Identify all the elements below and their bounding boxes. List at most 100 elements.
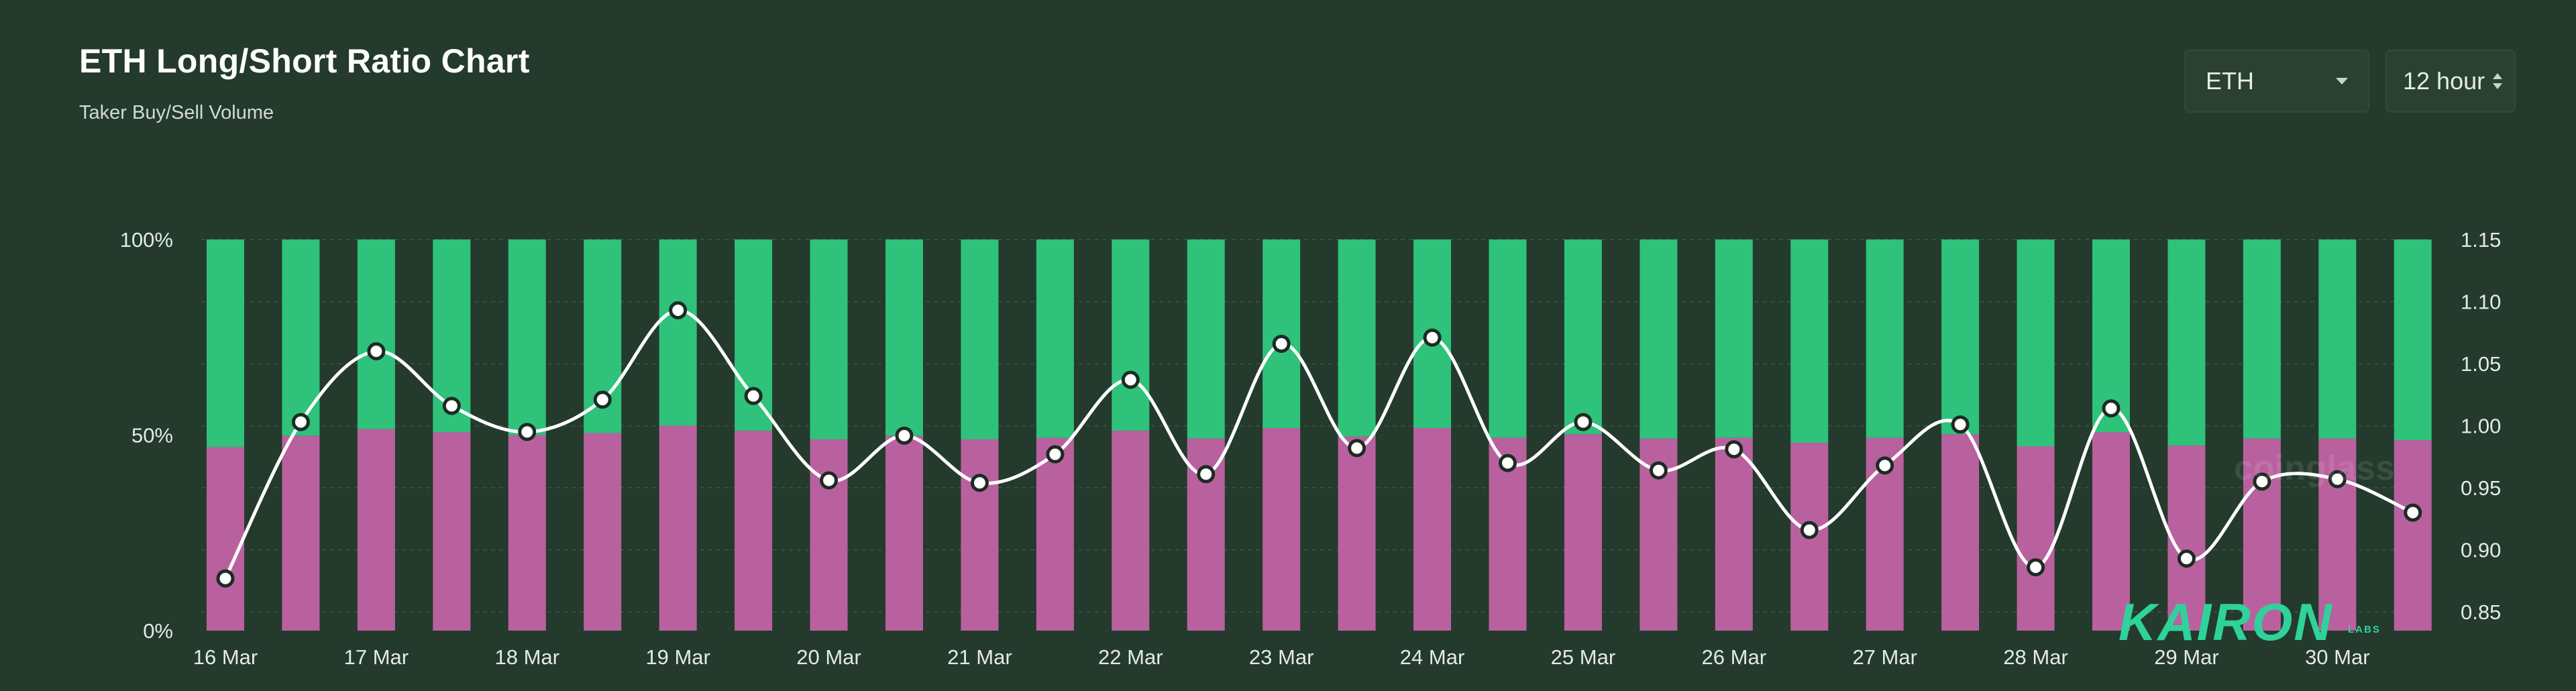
bar-long-1[interactable] [282,240,320,436]
ratio-point-10[interactable] [970,474,989,492]
ratio-point-14[interactable] [1272,334,1291,353]
ratio-point-20[interactable] [1725,440,1743,459]
ratio-point-1[interactable] [291,413,310,431]
bar-long-28[interactable] [2318,240,2357,439]
ratio-point-27[interactable] [2253,472,2271,491]
asset-select[interactable]: ETH [2184,50,2369,113]
ratio-point-28[interactable] [2328,470,2347,488]
x-axis: 16 Mar 17 Mar 18 Mar 19 Mar 20 Mar 21 Mar 22 M… [193,645,2370,669]
ratio-point-21[interactable] [1800,521,1819,539]
x-tick-label-28: 30 Mar [2305,645,2369,669]
bar-long-19[interactable] [1640,240,1678,439]
bar-short-25[interactable] [2092,432,2130,631]
bar-short-23[interactable] [1941,434,1980,631]
left-tick-label-1: 50% [131,424,173,447]
ratio-point-9[interactable] [895,426,914,445]
ratio-point-15[interactable] [1348,439,1366,458]
bar-short-27[interactable] [2243,438,2281,631]
right-tick-label-6: 1.15 [2461,228,2501,252]
bar-short-11[interactable] [1036,437,1074,631]
bar-short-8[interactable] [810,439,848,631]
right-tick-label-0: 0.85 [2461,600,2501,624]
bar-short-12[interactable] [1112,431,1150,631]
ratio-point-18[interactable] [1574,413,1593,431]
right-axis: 0.85 0.90 0.95 1.00 1.05 1.10 1.15 [2461,228,2501,624]
bar-short-5[interactable] [584,433,622,631]
bar-long-11[interactable] [1036,240,1074,438]
bar-short-14[interactable] [1263,428,1301,631]
bar-short-16[interactable] [1413,428,1452,631]
bar-long-22[interactable] [1866,240,1904,438]
bar-short-2[interactable] [357,429,395,631]
bar-long-15[interactable] [1338,240,1376,437]
bar-long-27[interactable] [2243,240,2281,439]
bar-long-29[interactable] [2394,240,2432,441]
x-tick-label-14: 23 Mar [1249,645,1313,669]
ratio-point-12[interactable] [1121,370,1140,389]
bar-long-10[interactable] [961,240,999,439]
x-tick-label-12: 22 Mar [1098,645,1163,669]
ratio-point-23[interactable] [1951,415,1970,434]
ratio-point-5[interactable] [593,390,612,409]
ratio-point-0[interactable] [216,569,235,588]
bar-long-2[interactable] [357,240,395,429]
left-tick-label-0: 0% [143,619,173,643]
ratio-point-29[interactable] [2404,503,2422,522]
ratio-point-13[interactable] [1197,465,1216,484]
bar-long-4[interactable] [508,240,546,435]
bar-long-21[interactable] [1790,240,1829,443]
bar-long-24[interactable] [2017,240,2055,447]
bar-long-0[interactable] [207,240,244,447]
ratio-point-6[interactable] [669,301,688,319]
bar-short-7[interactable] [735,431,773,631]
bar-long-20[interactable] [1715,240,1753,438]
ratio-point-16[interactable] [1423,328,1442,347]
kairon-logo-sub: LABS [2348,624,2381,635]
bar-long-18[interactable] [1564,240,1602,435]
ratio-point-11[interactable] [1046,445,1065,464]
ratio-point-19[interactable] [1649,461,1668,480]
bar-long-6[interactable] [659,240,697,426]
bar-short-26[interactable] [2167,445,2206,631]
x-tick-label-20: 26 Mar [1702,645,1766,669]
bar-long-13[interactable] [1187,240,1225,439]
x-tick-label-22: 27 Mar [1852,645,1917,669]
bar-long-8[interactable] [810,240,848,439]
bar-series [207,240,2432,631]
bar-short-24[interactable] [2017,446,2055,631]
ratio-point-22[interactable] [1876,456,1894,475]
bar-short-3[interactable] [433,432,471,631]
period-select[interactable]: 12 hour [2385,50,2516,113]
ratio-point-2[interactable] [367,342,386,361]
bar-short-0[interactable] [207,447,244,631]
bar-short-1[interactable] [282,435,320,631]
bar-short-4[interactable] [508,435,546,631]
bar-long-26[interactable] [2167,240,2206,446]
ratio-point-26[interactable] [2177,549,2196,568]
x-tick-label-18: 25 Mar [1551,645,1615,669]
ratio-point-24[interactable] [2027,558,2045,577]
bar-short-6[interactable] [659,425,697,631]
bar-short-20[interactable] [1715,437,1753,631]
bar-short-10[interactable] [961,439,999,631]
ratio-point-7[interactable] [744,386,763,405]
ratio-point-25[interactable] [2102,399,2121,418]
bar-long-14[interactable] [1263,240,1301,429]
bar-short-9[interactable] [885,435,923,631]
bar-long-12[interactable] [1112,240,1150,431]
ratio-point-8[interactable] [820,471,839,490]
ratio-point-4[interactable] [518,423,537,441]
bar-long-23[interactable] [1941,240,1980,435]
bar-short-18[interactable] [1564,434,1602,631]
right-tick-label-3: 1.00 [2461,415,2501,438]
coinglass-watermark: coinglass [2234,449,2395,488]
ratio-point-3[interactable] [442,396,461,415]
x-tick-label-6: 19 Mar [645,645,710,669]
bar-short-29[interactable] [2394,440,2432,631]
bar-long-17[interactable] [1489,240,1527,438]
bar-long-9[interactable] [885,240,923,436]
bar-short-15[interactable] [1338,436,1376,631]
x-tick-label-16: 24 Mar [1400,645,1464,669]
x-tick-label-26: 29 Mar [2154,645,2218,669]
ratio-point-17[interactable] [1498,454,1517,472]
